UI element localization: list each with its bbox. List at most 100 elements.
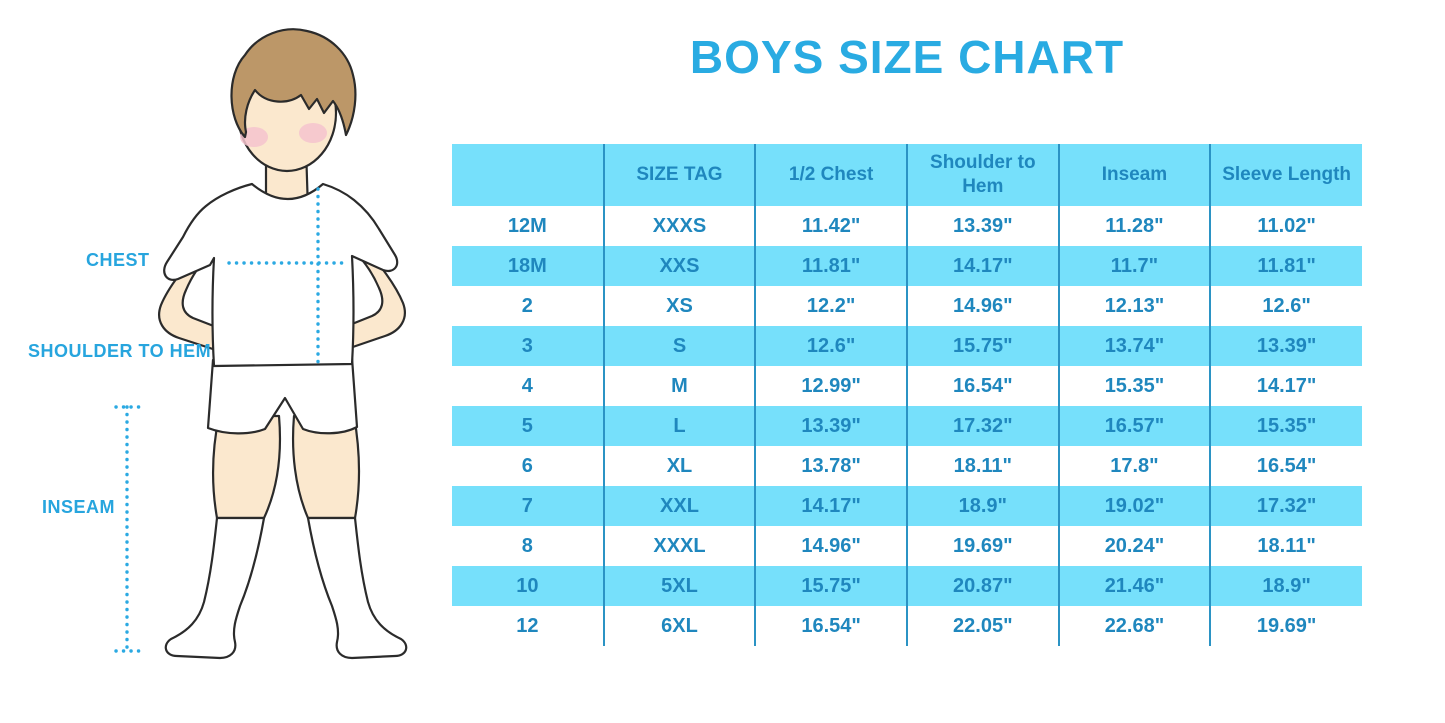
size-row: 12M XXXS 11.42" 13.39" 11.28" 11.02" — [452, 206, 1362, 246]
cell-inseam: 21.46" — [1057, 566, 1211, 606]
size-row: 2 XS 12.2" 14.96" 12.13" 12.6" — [452, 286, 1362, 326]
cell-size: 12M — [507, 214, 547, 237]
header-half-chest: 1/2 Chest — [754, 144, 907, 206]
cell-sleeve-length: 14.17" — [1209, 366, 1362, 406]
cell-shoulder-to-hem: 17.32" — [905, 406, 1059, 446]
size-row: 18M XXS 11.81" 14.17" 11.7" 11.81" — [452, 246, 1362, 286]
cell-half-chest: 16.54" — [754, 606, 907, 646]
size-row: 3 S 12.6" 15.75" 13.74" 13.39" — [452, 326, 1362, 366]
cell-sleeve-length: 11.81" — [1209, 246, 1362, 286]
cell-size-tag: XXXL — [602, 526, 756, 566]
cell-size-tag: XXL — [602, 486, 756, 526]
chest-label: CHEST — [86, 250, 150, 270]
cell-size: 4 — [521, 374, 533, 397]
cell-shoulder-to-hem: 16.54" — [905, 366, 1059, 406]
header-shoulder-to-hem: Shoulder to Hem — [905, 144, 1059, 206]
cell-inseam: 20.24" — [1057, 526, 1211, 566]
cell-sleeve-length: 16.54" — [1209, 446, 1362, 486]
cell-half-chest: 12.99" — [754, 366, 907, 406]
size-chart-table: SIZE TAG 1/2 Chest Shoulder to Hem Insea… — [452, 144, 1362, 646]
cell-half-chest: 13.78" — [754, 446, 907, 486]
cell-sleeve-length: 19.69" — [1209, 606, 1362, 646]
cell-size: 6 — [521, 454, 533, 477]
cell-size: 8 — [521, 534, 533, 557]
size-row: 4 M 12.99" 16.54" 15.35" 14.17" — [452, 366, 1362, 406]
cell-inseam: 11.7" — [1057, 246, 1211, 286]
cell-size: 3 — [521, 334, 533, 357]
cell-half-chest: 15.75" — [754, 566, 907, 606]
inseam-label: INSEAM — [42, 497, 116, 517]
cell-half-chest: 14.96" — [754, 526, 907, 566]
hair — [230, 28, 357, 139]
right-sock — [306, 516, 408, 660]
size-row: 10 5XL 15.75" 20.87" 21.46" 18.9" — [452, 566, 1362, 606]
size-row: 6 XL 13.78" 18.11" 17.8" 16.54" — [452, 446, 1362, 486]
cell-inseam: 22.68" — [1057, 606, 1211, 646]
cell-inseam: 11.28" — [1057, 206, 1211, 246]
boy-figure-illustration — [114, 28, 408, 660]
size-row: 8 XXXL 14.96" 19.69" 20.24" 18.11" — [452, 526, 1362, 566]
cell-half-chest: 14.17" — [754, 486, 907, 526]
cell-inseam: 19.02" — [1057, 486, 1211, 526]
cell-size-tag: XS — [602, 286, 756, 326]
cell-half-chest: 12.6" — [754, 326, 907, 366]
cell-shoulder-to-hem: 14.17" — [905, 246, 1059, 286]
cell-size-tag: L — [602, 406, 756, 446]
size-table-header: SIZE TAG 1/2 Chest Shoulder to Hem Insea… — [452, 144, 1362, 206]
cheek-right-icon — [299, 123, 327, 143]
cell-size: 2 — [521, 294, 533, 317]
cell-half-chest: 13.39" — [754, 406, 907, 446]
cell-shoulder-to-hem: 13.39" — [905, 206, 1059, 246]
cell-shoulder-to-hem: 14.96" — [905, 286, 1059, 326]
cell-size-tag: M — [602, 366, 756, 406]
cell-half-chest: 11.81" — [754, 246, 907, 286]
cell-shoulder-to-hem: 15.75" — [905, 326, 1059, 366]
cell-inseam: 13.74" — [1057, 326, 1211, 366]
cell-shoulder-to-hem: 20.87" — [905, 566, 1059, 606]
cell-half-chest: 12.2" — [754, 286, 907, 326]
cell-inseam: 12.13" — [1057, 286, 1211, 326]
header-sleeve-length: Sleeve Length — [1209, 144, 1362, 206]
cell-shoulder-to-hem: 18.9" — [905, 486, 1059, 526]
cell-sleeve-length: 18.11" — [1209, 526, 1362, 566]
shoulder-to-hem-label: SHOULDER TO HEM — [28, 341, 212, 361]
cell-shoulder-to-hem: 18.11" — [905, 446, 1059, 486]
cell-size: 7 — [521, 494, 533, 517]
size-row: 7 XXL 14.17" 18.9" 19.02" 17.32" — [452, 486, 1362, 526]
cell-sleeve-length: 18.9" — [1209, 566, 1362, 606]
size-row: 5 L 13.39" 17.32" 16.57" 15.35" — [452, 406, 1362, 446]
size-row: 12 6XL 16.54" 22.05" 22.68" 19.69" — [452, 606, 1362, 646]
cell-inseam: 15.35" — [1057, 366, 1211, 406]
cell-sleeve-length: 13.39" — [1209, 326, 1362, 366]
cell-size: 12 — [516, 614, 539, 637]
cell-sleeve-length: 15.35" — [1209, 406, 1362, 446]
cell-size: 10 — [516, 574, 539, 597]
header-inseam: Inseam — [1057, 144, 1211, 206]
shorts — [206, 356, 359, 435]
left-sock — [164, 516, 266, 660]
cell-size-tag: XL — [602, 446, 756, 486]
cell-size-tag: XXXS — [602, 206, 756, 246]
cell-inseam: 17.8" — [1057, 446, 1211, 486]
cell-sleeve-length: 17.32" — [1209, 486, 1362, 526]
page-title: BOYS SIZE CHART — [689, 31, 1125, 83]
cell-size: 5 — [521, 414, 533, 437]
cell-sleeve-length: 11.02" — [1209, 206, 1362, 246]
cell-inseam: 16.57" — [1057, 406, 1211, 446]
cell-shoulder-to-hem: 22.05" — [905, 606, 1059, 646]
t-shirt — [163, 182, 399, 368]
header-size-blank — [452, 144, 604, 206]
header-size-tag: SIZE TAG — [602, 144, 756, 206]
cell-size-tag: 5XL — [602, 566, 756, 606]
header-row: SIZE TAG 1/2 Chest Shoulder to Hem Insea… — [452, 144, 1362, 206]
cell-shoulder-to-hem: 19.69" — [905, 526, 1059, 566]
cell-size-tag: XXS — [602, 246, 756, 286]
measurement-figure: CHEST SHOULDER TO HEM INSEAM — [0, 0, 455, 723]
cell-size-tag: 6XL — [602, 606, 756, 646]
cell-size-tag: S — [602, 326, 756, 366]
size-table-body: 12M XXXS 11.42" 13.39" 11.28" 11.02" 18M… — [452, 206, 1362, 646]
cell-half-chest: 11.42" — [754, 206, 907, 246]
cell-size: 18M — [507, 254, 547, 277]
cell-sleeve-length: 12.6" — [1209, 286, 1362, 326]
